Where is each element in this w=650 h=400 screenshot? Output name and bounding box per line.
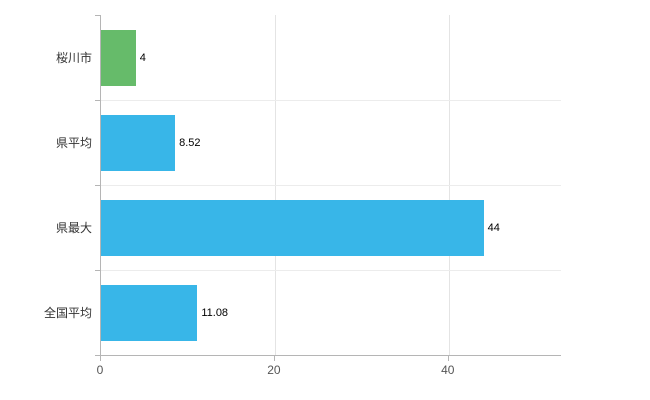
x-axis-tick	[100, 356, 101, 361]
y-axis-tick	[95, 15, 100, 16]
bar-3	[101, 284, 198, 341]
horizontal-gridline	[101, 270, 561, 271]
bar-2	[101, 199, 484, 256]
value-label: 44	[487, 221, 500, 234]
category-label: 県平均	[55, 136, 92, 150]
plot-area: 4 8.52 44 11.08	[100, 15, 561, 356]
horizontal-gridline	[101, 185, 561, 186]
value-label: 8.52	[179, 136, 201, 149]
value-label: 11.08	[201, 306, 229, 319]
y-axis-tick	[95, 355, 100, 356]
y-axis-tick	[95, 270, 100, 271]
y-axis-tick	[95, 185, 100, 186]
x-tick-label: 20	[267, 363, 281, 377]
category-label: 全国平均	[43, 306, 92, 320]
bar-1	[101, 114, 176, 171]
x-tick-label: 0	[96, 363, 104, 377]
x-axis-tick	[273, 356, 275, 361]
category-label: 桜川市	[55, 51, 92, 65]
y-axis-tick	[95, 100, 100, 101]
x-tick-label: 40	[441, 363, 455, 377]
horizontal-gridline	[101, 100, 561, 101]
bar-0	[101, 29, 136, 86]
category-label: 県最大	[55, 221, 92, 235]
value-label: 4	[139, 51, 146, 64]
x-axis-tick	[447, 356, 449, 361]
